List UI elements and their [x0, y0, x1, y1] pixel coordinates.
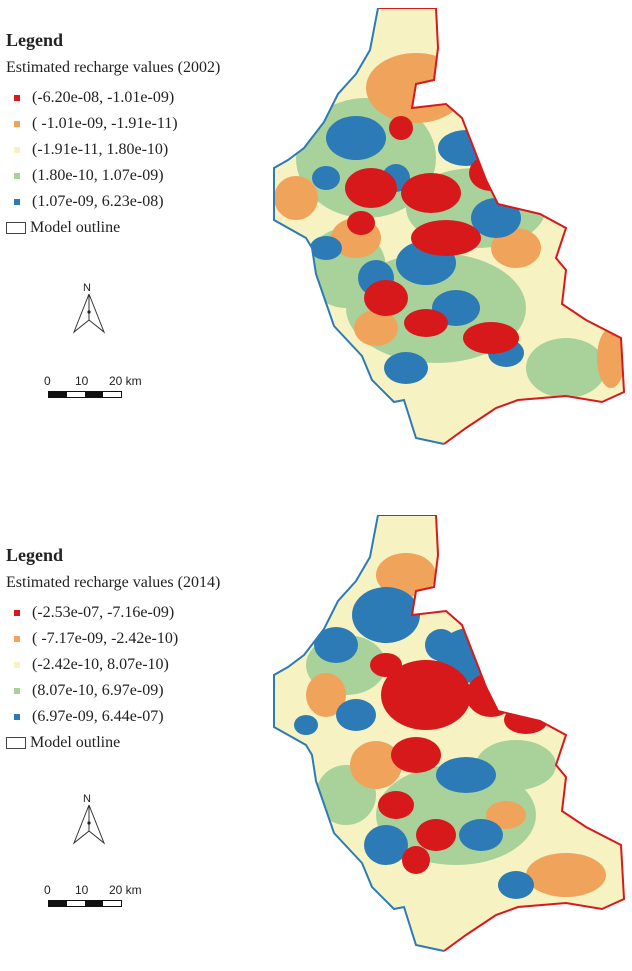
legend-subtitle: Estimated recharge values (2002)	[6, 59, 221, 76]
north-arrow: N	[70, 282, 110, 339]
legend-item-class-2: ( -1.01e-09, -1.91e-11)	[6, 111, 220, 137]
scale-label-10: 10	[75, 374, 89, 388]
legend-item-class-2: ( -7.17e-09, -2.42e-10)	[6, 626, 220, 652]
swatch-class-1	[14, 610, 20, 616]
legend-title: Legend	[6, 545, 64, 565]
north-arrow-icon	[72, 293, 106, 334]
legend-label: (-6.20e-08, -1.01e-09)	[32, 89, 175, 106]
legend-label: (1.80e-10, 1.07e-09)	[32, 167, 164, 184]
legend-label: ( -1.01e-09, -1.91e-11)	[32, 115, 178, 132]
legend-item-class-5: (6.97e-09, 6.44e-07)	[6, 704, 220, 730]
outline-swatch	[6, 222, 26, 234]
legend-item-class-4: (1.80e-10, 1.07e-09)	[6, 163, 220, 189]
scale-bar: 0 10 20 km	[44, 883, 144, 907]
legend-subtitle: Estimated recharge values (2014)	[6, 574, 221, 591]
swatch-class-3	[14, 147, 20, 153]
legend-label: Model outline	[30, 219, 121, 236]
legend-item-class-3: (-1.91e-11, 1.80e-10)	[6, 137, 220, 163]
legend-item-class-4: (8.07e-10, 6.97e-09)	[6, 678, 220, 704]
swatch-class-2	[14, 121, 20, 127]
scale-label-0: 0	[44, 883, 51, 897]
scale-label-20: 20 km	[109, 374, 142, 388]
north-arrow-icon	[72, 804, 106, 845]
legend-label: (6.97e-09, 6.44e-07)	[32, 708, 164, 725]
legend-label: (-2.53e-07, -7.16e-09)	[32, 604, 175, 621]
legend-label: ( -7.17e-09, -2.42e-10)	[32, 630, 179, 647]
legend-label: (-2.42e-10, 8.07e-10)	[32, 656, 169, 673]
legend-2014: Legend Estimated recharge values (2014) …	[6, 545, 220, 756]
swatch-class-4	[14, 173, 20, 179]
legend-label: (-1.91e-11, 1.80e-10)	[32, 141, 169, 158]
legend-label: (1.07e-09, 6.23e-08)	[32, 193, 164, 210]
scale-bar-graphic	[48, 391, 122, 398]
north-label: N	[83, 793, 91, 805]
scale-label-20: 20 km	[109, 883, 142, 897]
outline-swatch	[6, 737, 26, 749]
swatch-class-3	[14, 662, 20, 668]
swatch-class-4	[14, 688, 20, 694]
legend-label: (8.07e-10, 6.97e-09)	[32, 682, 164, 699]
recharge-map-2014	[273, 515, 626, 952]
scale-bar-graphic	[48, 900, 122, 907]
legend-label: Model outline	[30, 734, 121, 751]
legend-item-class-3: (-2.42e-10, 8.07e-10)	[6, 652, 220, 678]
scale-label-0: 0	[44, 374, 51, 388]
scale-bar: 0 10 20 km	[44, 374, 144, 398]
swatch-class-5	[14, 714, 20, 720]
north-arrow: N	[70, 793, 110, 850]
map-panel-2014: Legend Estimated recharge values (2014) …	[0, 505, 632, 971]
legend-item-class-1: (-2.53e-07, -7.16e-09)	[6, 600, 220, 626]
swatch-class-2	[14, 636, 20, 642]
swatch-class-1	[14, 95, 20, 101]
scale-label-10: 10	[75, 883, 89, 897]
legend-title: Legend	[6, 30, 64, 50]
legend-item-outline: Model outline	[6, 215, 220, 241]
north-label: N	[83, 282, 91, 294]
legend-item-outline: Model outline	[6, 730, 220, 756]
legend-item-class-1: (-6.20e-08, -1.01e-09)	[6, 85, 220, 111]
legend-item-class-5: (1.07e-09, 6.23e-08)	[6, 189, 220, 215]
swatch-class-5	[14, 199, 20, 205]
legend-2002: Legend Estimated recharge values (2002) …	[6, 30, 220, 241]
map-panel-2002: Legend Estimated recharge values (2002) …	[0, 0, 632, 480]
recharge-map-2002	[273, 8, 626, 445]
